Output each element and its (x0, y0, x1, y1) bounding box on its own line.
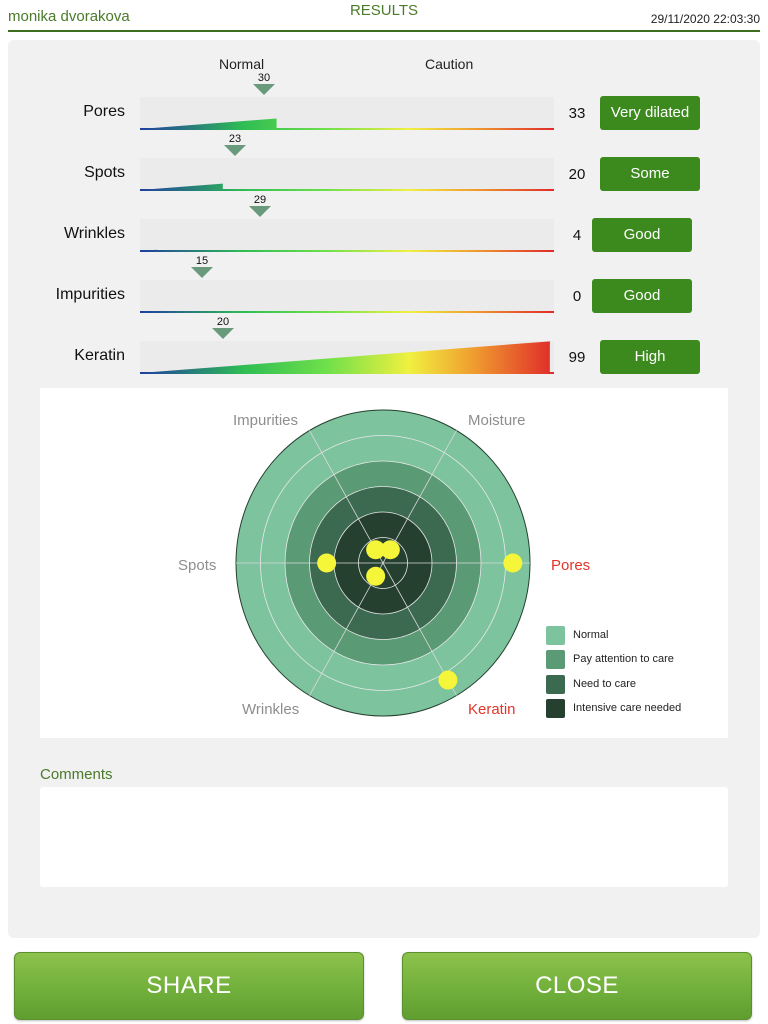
level-bar-fill (140, 183, 223, 190)
status-badge: Good (592, 279, 692, 313)
level-bar-fill (140, 118, 277, 129)
comments-field[interactable] (40, 787, 728, 887)
close-button[interactable]: CLOSE (402, 952, 752, 1020)
scale-normal-label: Normal (219, 56, 265, 72)
metric-score: 99 (568, 349, 586, 366)
metric-label: Pores (83, 103, 125, 120)
level-bar-gradient-line (140, 311, 554, 313)
norm-marker-value: 29 (253, 194, 267, 206)
legend-label: Pay attention to care (573, 653, 674, 665)
triangle-down-icon (212, 328, 234, 339)
norm-marker: 30 (253, 72, 275, 95)
radar-point-keratin (438, 670, 458, 690)
radar-chart-card: Impurities Moisture Spots Pores Wrinkles… (40, 388, 728, 738)
page-title: RESULTS (349, 2, 419, 19)
level-bar-track (140, 219, 554, 251)
legend-swatch (546, 650, 565, 669)
legend-label: Intensive care needed (573, 702, 682, 714)
metric-score: 33 (568, 105, 586, 122)
norm-marker: 20 (212, 316, 234, 339)
norm-marker: 15 (191, 255, 213, 278)
radar-axis-label-pores: Pores (551, 557, 591, 574)
radar-point-moisture (380, 540, 400, 560)
level-bar-gradient-line (140, 189, 554, 191)
metric-label: Wrinkles (63, 225, 125, 242)
user-name: monika dvorakova (8, 8, 130, 25)
radar-point-pores (503, 553, 523, 573)
norm-marker: 29 (249, 194, 271, 217)
radar-spoke-moisture (382, 430, 457, 564)
radar-axis-label-spots: Spots (178, 557, 217, 574)
status-badge: Some (600, 157, 700, 191)
triangle-down-icon (224, 145, 246, 156)
scale-caution-label: Caution (425, 56, 474, 72)
legend-swatch (546, 699, 565, 718)
legend-swatch (546, 626, 565, 645)
header-bar: monika dvorakova RESULTS 29/11/2020 22:0… (0, 0, 768, 34)
radar-point-spots (317, 553, 337, 573)
norm-marker-value: 20 (216, 316, 230, 328)
triangle-down-icon (253, 84, 275, 95)
level-bar-gradient-line (140, 128, 554, 130)
metric-label: Spots (84, 164, 125, 181)
legend-label: Need to care (573, 678, 636, 690)
timestamp: 29/11/2020 22:03:30 (650, 12, 760, 26)
legend-label: Normal (573, 629, 609, 641)
legend-swatch (546, 675, 565, 694)
status-badge: Very dilated (600, 96, 700, 130)
norm-marker-value: 15 (195, 255, 209, 267)
triangle-down-icon (191, 267, 213, 278)
radar-axis-label-impurities: Impurities (233, 412, 299, 429)
metric-score: 20 (568, 166, 586, 183)
header-divider (8, 30, 760, 32)
status-badge: Good (592, 218, 692, 252)
triangle-down-icon (249, 206, 271, 217)
radar-spoke-wrinkles (309, 562, 384, 696)
metric-score: 0 (572, 288, 582, 305)
radar-axis-label-wrinkles: Wrinkles (242, 701, 300, 718)
comments-label: Comments (40, 766, 113, 783)
metric-label: Impurities (55, 286, 125, 303)
share-button[interactable]: SHARE (14, 952, 364, 1020)
radar-spoke-impurities (309, 430, 384, 564)
level-bar-gradient-line (140, 250, 554, 252)
radar-point-wrinkles (366, 566, 386, 586)
radar-chart (235, 409, 531, 717)
status-badge: High (600, 340, 700, 374)
level-bar-track (140, 280, 554, 312)
norm-marker-value: 23 (228, 133, 242, 145)
radar-axis-label-moisture: Moisture (468, 412, 526, 429)
norm-marker: 23 (224, 133, 246, 156)
radar-point-impurities (366, 540, 386, 560)
level-bar-gradient-line (140, 372, 554, 374)
metric-label: Keratin (74, 347, 125, 364)
radar-axis-label-keratin: Keratin (468, 701, 516, 718)
metric-score: 4 (572, 227, 582, 244)
norm-marker-value: 30 (257, 72, 271, 84)
